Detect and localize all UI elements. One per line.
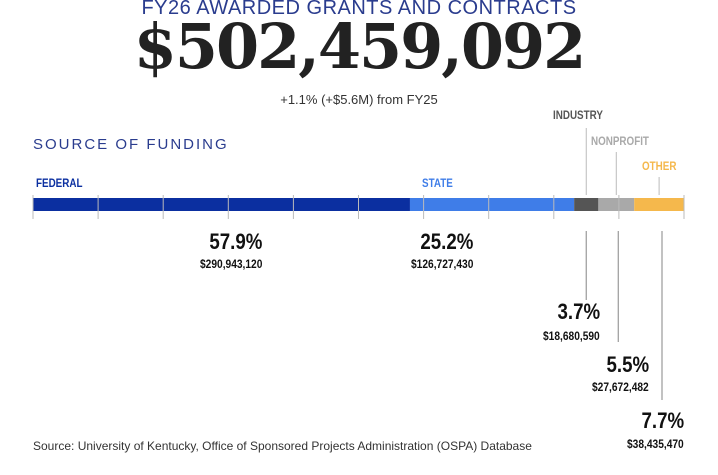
bar-segment-nonprofit <box>598 198 635 211</box>
total-amount: $502,459,092 <box>133 10 587 83</box>
bar-segment-other <box>634 198 684 211</box>
category-label-state: STATE <box>422 176 453 190</box>
category-label-other: OTHER <box>642 159 677 173</box>
percent-label-federal: 57.9% <box>208 229 262 254</box>
source-note: Source: University of Kentucky, Office o… <box>33 439 532 453</box>
percent-label-industry: 3.7% <box>557 299 600 324</box>
section-label: SOURCE OF FUNDING <box>33 136 229 153</box>
amount-label-industry: $18,680,590 <box>543 329 600 343</box>
bar-segment-federal <box>33 198 410 211</box>
percent-label-other: 7.7% <box>641 408 684 433</box>
bar-segment-industry <box>574 198 599 211</box>
chart-title: FY26 AWARDED GRANTS AND CONTRACTS <box>141 0 577 19</box>
year-over-year-change: +1.1% (+$5.6M) from FY25 <box>280 92 438 107</box>
percent-label-state: 25.2% <box>419 229 473 254</box>
percent-label-nonprofit: 5.5% <box>606 352 649 377</box>
amount-label-other: $38,435,470 <box>627 437 684 451</box>
amount-label-federal: $290,943,120 <box>199 257 262 271</box>
category-label-federal: FEDERAL <box>36 176 83 190</box>
amount-label-nonprofit: $27,672,482 <box>592 380 649 394</box>
category-label-nonprofit: NONPROFIT <box>591 134 649 148</box>
amount-label-state: $126,727,430 <box>410 257 473 271</box>
bar-segment-state <box>409 198 575 211</box>
category-label-industry: INDUSTRY <box>553 108 603 122</box>
